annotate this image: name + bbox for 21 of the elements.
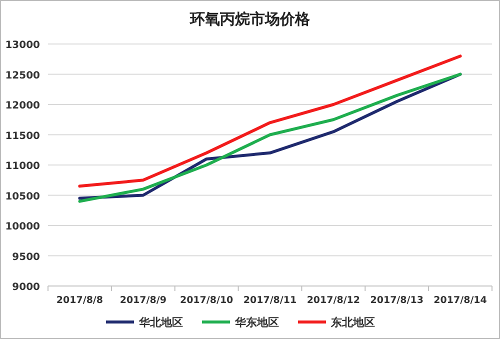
y-tick-label: 11500	[5, 130, 40, 142]
line-series	[78, 54, 462, 188]
legend-label: 华东地区	[234, 316, 279, 329]
x-tick-label: 2017/8/10	[180, 295, 234, 306]
y-tick-label: 11000	[5, 161, 40, 172]
y-tick-label: 10500	[5, 191, 40, 202]
x-tick-label: 2017/8/12	[306, 295, 360, 306]
legend-label: 东北地区	[330, 316, 375, 329]
legend-label: 华北地区	[138, 316, 183, 329]
x-tick-label: 2017/8/9	[120, 295, 166, 306]
x-tick-label: 2017/8/8	[56, 295, 104, 306]
y-tick-label: 9000	[12, 282, 40, 293]
x-tick-label: 2017/8/11	[243, 295, 297, 306]
y-tick-label: 12500	[5, 70, 40, 82]
y-tick-label: 9500	[12, 252, 40, 263]
x-tick-label: 2017/8/14	[434, 295, 488, 306]
y-tick-label: 13000	[5, 40, 40, 51]
chart-title: 环氧丙烷市场价格	[189, 10, 311, 28]
y-tick-label: 12000	[5, 100, 40, 112]
x-tick-label: 2017/8/13	[370, 295, 424, 306]
y-tick-label: 10000	[5, 222, 40, 232]
